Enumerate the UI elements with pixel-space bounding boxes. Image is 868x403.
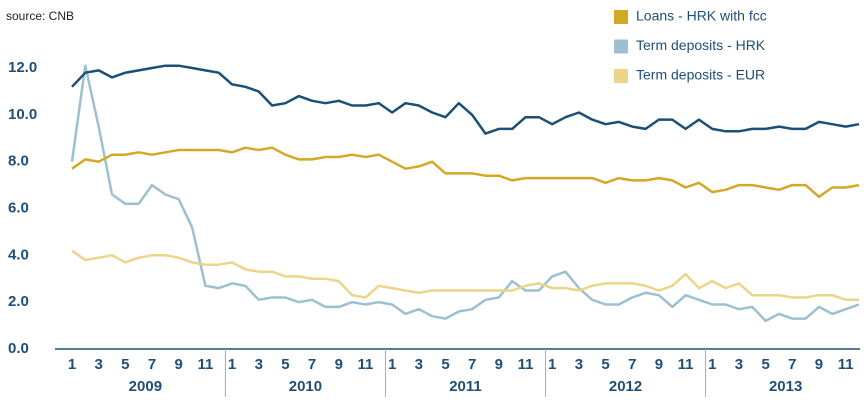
x-tick-label: 11 — [518, 356, 534, 373]
legend-swatch — [614, 69, 628, 83]
x-tick-label: 7 — [308, 356, 316, 373]
y-tick-label: 8.0 — [8, 153, 29, 170]
x-tick-label: 9 — [655, 356, 663, 373]
x-tick-label: 3 — [575, 356, 583, 373]
y-tick-label: 12.0 — [8, 59, 37, 76]
x-tick-label: 1 — [68, 356, 76, 373]
y-tick-label: 10.0 — [8, 106, 37, 123]
x-tick-label: 3 — [95, 356, 103, 373]
series-line — [71, 249, 859, 302]
x-tick-label: 1 — [708, 356, 716, 373]
series-line — [70, 64, 860, 323]
y-tick-label: 2.0 — [8, 293, 29, 310]
legend-label: Term deposits - EUR — [636, 67, 765, 83]
x-tick-label: 11 — [197, 356, 213, 373]
legend-label: Loans - HRK with fcc — [636, 8, 767, 24]
legend-swatch — [614, 39, 628, 54]
year-label: 2012 — [609, 378, 642, 395]
x-tick-label: 7 — [468, 356, 476, 373]
year-label: 2013 — [769, 378, 802, 395]
x-tick-label: 11 — [838, 356, 854, 373]
y-tick-label: 6.0 — [8, 199, 29, 216]
x-tick-label: 5 — [601, 356, 609, 373]
x-tick-label: 7 — [628, 356, 636, 373]
source: source: CNB — [6, 9, 74, 23]
legend-label: Term deposits - HRK — [636, 37, 766, 53]
y-tick-label: 0.0 — [8, 340, 29, 357]
x-tick-label: 11 — [358, 356, 374, 373]
series-line — [71, 146, 860, 199]
series-line — [71, 64, 860, 135]
x-tick-label: 3 — [415, 356, 423, 373]
x-tick-label: 5 — [281, 356, 289, 373]
x-tick-label: 9 — [335, 356, 343, 373]
x-tick-label: 7 — [148, 356, 156, 373]
x-tick-label: 11 — [678, 356, 694, 373]
x-tick-label: 1 — [228, 356, 236, 373]
x-tick-label: 5 — [441, 356, 449, 373]
year-label: 2010 — [289, 378, 322, 395]
x-tick-label: 3 — [255, 356, 263, 373]
x-tick-label: 9 — [495, 356, 503, 373]
x-tick-label: 9 — [175, 356, 183, 373]
year-label: 2009 — [129, 378, 162, 395]
x-tick-label: 9 — [815, 356, 823, 373]
year-label: 2011 — [449, 378, 482, 395]
x-tick-label: 1 — [548, 356, 556, 373]
x-tick-label: 7 — [788, 356, 796, 373]
x-tick-label: 1 — [388, 356, 396, 373]
x-tick-label: 3 — [735, 356, 743, 373]
x-tick-label: 5 — [761, 356, 769, 373]
y-tick-label: 4.0 — [8, 246, 29, 263]
x-tick-label: 5 — [121, 356, 129, 373]
legend-swatch — [614, 10, 628, 24]
